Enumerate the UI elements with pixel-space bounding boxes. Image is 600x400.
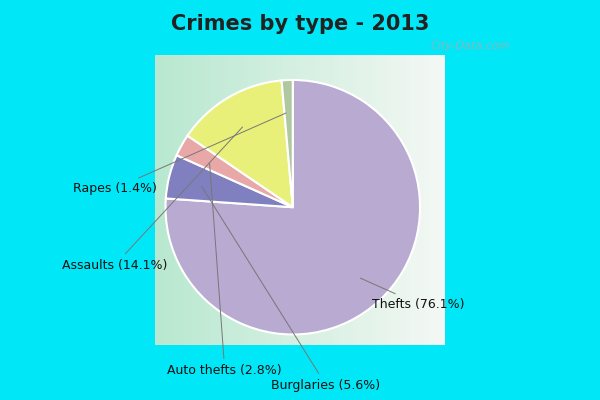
Text: Rapes (1.4%): Rapes (1.4%): [73, 113, 286, 195]
Wedge shape: [176, 136, 293, 207]
Text: Assaults (14.1%): Assaults (14.1%): [62, 127, 242, 272]
Wedge shape: [281, 80, 293, 207]
Text: Crimes by type - 2013: Crimes by type - 2013: [171, 14, 429, 34]
Wedge shape: [166, 155, 293, 207]
Wedge shape: [166, 80, 420, 334]
Text: Thefts (76.1%): Thefts (76.1%): [361, 278, 465, 311]
Text: Burglaries (5.6%): Burglaries (5.6%): [202, 186, 380, 392]
Text: City-Data.com: City-Data.com: [430, 41, 509, 51]
Text: Auto thefts (2.8%): Auto thefts (2.8%): [167, 164, 282, 377]
Wedge shape: [188, 80, 293, 207]
